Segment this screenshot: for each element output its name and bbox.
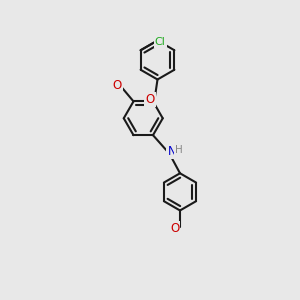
Text: H: H bbox=[175, 145, 182, 155]
Text: Cl: Cl bbox=[155, 37, 166, 47]
Text: N: N bbox=[167, 145, 176, 158]
Text: O: O bbox=[145, 93, 154, 106]
Text: O: O bbox=[113, 80, 122, 92]
Text: O: O bbox=[170, 222, 179, 235]
